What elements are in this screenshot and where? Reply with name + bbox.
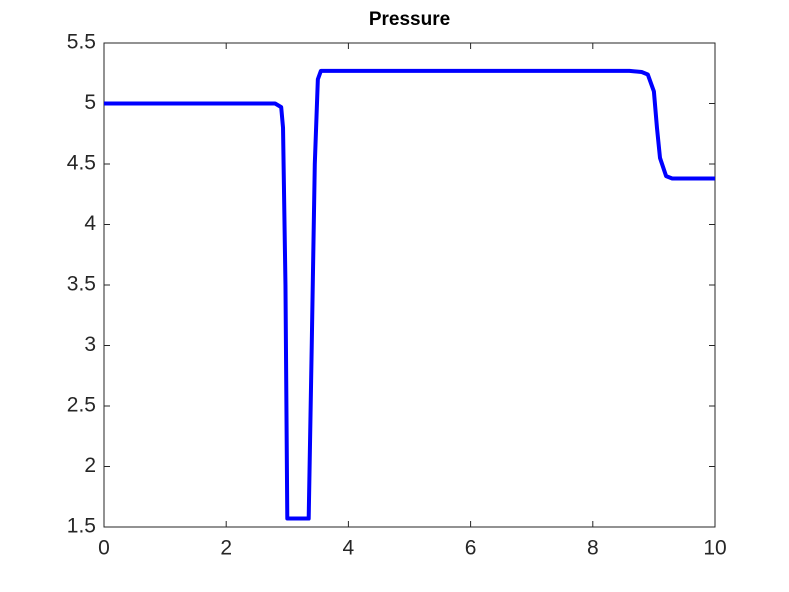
- y-tick-label: 4: [84, 212, 96, 235]
- chart-title: Pressure: [369, 9, 450, 30]
- plot-area: [103, 42, 716, 528]
- y-tick-label: 2.5: [67, 394, 96, 417]
- x-tick-label: 8: [587, 537, 599, 560]
- y-tick-label: 3: [84, 333, 96, 356]
- x-tick-label: 10: [703, 537, 726, 560]
- x-tick-label: 2: [220, 537, 232, 560]
- x-tick-label: 0: [98, 537, 110, 560]
- y-tick-label: 4.5: [67, 152, 96, 175]
- y-tick-label: 1.5: [67, 515, 96, 538]
- y-tick-label: 2: [84, 454, 96, 477]
- y-tick-label: 3.5: [67, 273, 96, 296]
- y-tick-label: 5.5: [67, 31, 96, 54]
- y-tick-label: 5: [84, 91, 96, 114]
- x-tick-label: 6: [465, 537, 477, 560]
- x-tick-label: 4: [343, 537, 355, 560]
- data-line: [104, 68, 715, 521]
